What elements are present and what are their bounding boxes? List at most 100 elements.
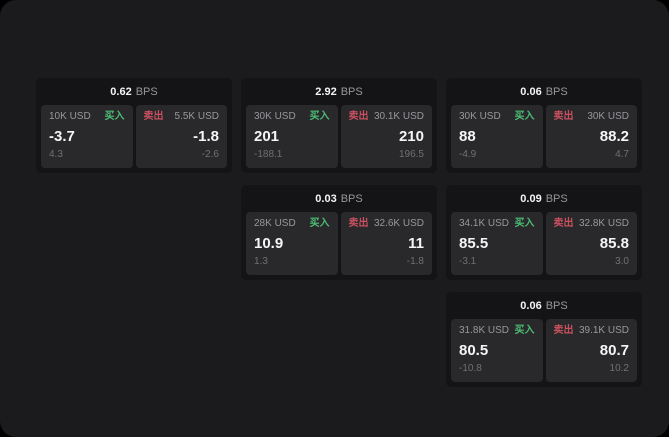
buy-price: 10.9 bbox=[254, 234, 284, 252]
sell-side-label[interactable]: 卖出 bbox=[553, 325, 574, 336]
quote-card-body: 30K USD 买入 88 -4.9 卖出 30K USD 88.2 4.7 bbox=[451, 105, 637, 168]
quote-card[interactable]: 0.03 BPS 28K USD 买入 10.9 1.3 卖出 32.6K US… bbox=[241, 185, 437, 280]
sell-side-label[interactable]: 卖出 bbox=[143, 111, 164, 122]
quote-card-body: 28K USD 买入 10.9 1.3 卖出 32.6K USD 11 -1.8 bbox=[246, 212, 432, 275]
buy-amount: 31.8K USD bbox=[459, 325, 510, 336]
quote-card[interactable]: 0.06 BPS 31.8K USD 买入 80.5 -10.8 卖出 39.1… bbox=[446, 292, 642, 387]
buy-side-label[interactable]: 买入 bbox=[514, 111, 535, 122]
bps-value: 0.03 bbox=[315, 192, 337, 205]
sell-panel[interactable]: 卖出 5.5K USD -1.8 -2.6 bbox=[135, 105, 227, 168]
sell-side-label[interactable]: 卖出 bbox=[553, 111, 574, 122]
sell-price: 80.7 bbox=[599, 341, 629, 359]
sell-side-label[interactable]: 卖出 bbox=[348, 111, 369, 122]
bps-value: 0.06 bbox=[520, 299, 542, 312]
buy-side-label[interactable]: 买入 bbox=[514, 218, 535, 229]
card-grid: 0.62 BPS 10K USD 买入 -3.7 4.3 卖出 5.5K USD… bbox=[36, 78, 642, 387]
sell-amount: 5.5K USD bbox=[174, 111, 219, 122]
buy-delta: -10.8 bbox=[459, 363, 482, 374]
sell-amount: 30K USD bbox=[587, 111, 629, 122]
buy-price: 201 bbox=[254, 127, 280, 145]
sell-delta: 196.5 bbox=[398, 149, 424, 160]
buy-panel[interactable]: 31.8K USD 买入 80.5 -10.8 bbox=[451, 319, 543, 382]
sell-delta: -1.8 bbox=[406, 256, 424, 267]
bps-unit-label: BPS bbox=[135, 85, 158, 98]
sell-price: 11 bbox=[408, 234, 424, 252]
sell-panel[interactable]: 卖出 30.1K USD 210 196.5 bbox=[340, 105, 432, 168]
buy-panel[interactable]: 28K USD 买入 10.9 1.3 bbox=[246, 212, 338, 275]
sell-panel[interactable]: 卖出 30K USD 88.2 4.7 bbox=[545, 105, 637, 168]
bps-header: 0.06 BPS bbox=[446, 292, 642, 319]
bps-value: 0.62 bbox=[110, 85, 132, 98]
buy-panel[interactable]: 34.1K USD 买入 85.5 -3.1 bbox=[451, 212, 543, 275]
bps-header: 0.62 BPS bbox=[36, 78, 232, 105]
sell-side-label[interactable]: 卖出 bbox=[553, 218, 574, 229]
sell-panel[interactable]: 卖出 39.1K USD 80.7 10.2 bbox=[545, 319, 637, 382]
buy-amount: 30K USD bbox=[459, 111, 501, 122]
buy-amount: 34.1K USD bbox=[459, 218, 510, 229]
sell-label-row: 卖出 32.8K USD bbox=[554, 218, 630, 230]
sell-side-label[interactable]: 卖出 bbox=[348, 218, 369, 229]
sell-delta: 10.2 bbox=[609, 363, 629, 374]
sell-price: 210 bbox=[398, 127, 424, 145]
buy-label-row: 10K USD 买入 bbox=[49, 111, 125, 123]
sell-amount: 30.1K USD bbox=[373, 111, 424, 122]
bps-header: 0.03 BPS bbox=[241, 185, 437, 212]
buy-amount: 10K USD bbox=[49, 111, 91, 122]
buy-side-label[interactable]: 买入 bbox=[514, 325, 535, 336]
sell-label-row: 卖出 30K USD bbox=[554, 111, 630, 123]
buy-price: 80.5 bbox=[459, 341, 489, 359]
buy-panel[interactable]: 30K USD 买入 201 -188.1 bbox=[246, 105, 338, 168]
buy-label-row: 30K USD 买入 bbox=[459, 111, 535, 123]
buy-side-label[interactable]: 买入 bbox=[309, 111, 330, 122]
bps-unit-label: BPS bbox=[545, 192, 568, 205]
buy-delta: 4.3 bbox=[49, 149, 63, 160]
buy-side-label[interactable]: 买入 bbox=[309, 218, 330, 229]
buy-price: -3.7 bbox=[49, 127, 75, 145]
quote-card-body: 34.1K USD 买入 85.5 -3.1 卖出 32.8K USD 85.8… bbox=[451, 212, 637, 275]
bps-unit-label: BPS bbox=[340, 85, 363, 98]
sell-panel[interactable]: 卖出 32.6K USD 11 -1.8 bbox=[340, 212, 432, 275]
sell-delta: -2.6 bbox=[201, 149, 219, 160]
buy-panel[interactable]: 30K USD 买入 88 -4.9 bbox=[451, 105, 543, 168]
buy-side-label[interactable]: 买入 bbox=[104, 111, 125, 122]
quote-card[interactable]: 2.92 BPS 30K USD 买入 201 -188.1 卖出 30.1K … bbox=[241, 78, 437, 173]
sell-label-row: 卖出 39.1K USD bbox=[554, 325, 630, 337]
bps-header: 0.06 BPS bbox=[446, 78, 642, 105]
buy-amount: 28K USD bbox=[254, 218, 296, 229]
bps-unit-label: BPS bbox=[545, 85, 568, 98]
buy-label-row: 28K USD 买入 bbox=[254, 218, 330, 230]
quote-card[interactable]: 0.06 BPS 30K USD 买入 88 -4.9 卖出 30K USD 8… bbox=[446, 78, 642, 173]
buy-price: 88 bbox=[459, 127, 476, 145]
sell-label-row: 卖出 32.6K USD bbox=[349, 218, 425, 230]
buy-amount: 30K USD bbox=[254, 111, 296, 122]
buy-label-row: 31.8K USD 买入 bbox=[459, 325, 535, 337]
quote-card[interactable]: 0.62 BPS 10K USD 买入 -3.7 4.3 卖出 5.5K USD… bbox=[36, 78, 232, 173]
sell-price: 85.8 bbox=[599, 234, 629, 252]
buy-delta: -4.9 bbox=[459, 149, 477, 160]
bps-unit-label: BPS bbox=[545, 299, 568, 312]
buy-panel[interactable]: 10K USD 买入 -3.7 4.3 bbox=[41, 105, 133, 168]
bps-value: 2.92 bbox=[315, 85, 337, 98]
sell-price: -1.8 bbox=[193, 127, 219, 145]
buy-delta: 1.3 bbox=[254, 256, 268, 267]
buy-label-row: 30K USD 买入 bbox=[254, 111, 330, 123]
quote-card-body: 30K USD 买入 201 -188.1 卖出 30.1K USD 210 1… bbox=[246, 105, 432, 168]
buy-label-row: 34.1K USD 买入 bbox=[459, 218, 535, 230]
quote-card[interactable]: 0.09 BPS 34.1K USD 买入 85.5 -3.1 卖出 32.8K… bbox=[446, 185, 642, 280]
sell-amount: 32.6K USD bbox=[373, 218, 424, 229]
sell-label-row: 卖出 5.5K USD bbox=[144, 111, 220, 123]
sell-amount: 39.1K USD bbox=[578, 325, 629, 336]
sell-panel[interactable]: 卖出 32.8K USD 85.8 3.0 bbox=[545, 212, 637, 275]
buy-delta: -3.1 bbox=[459, 256, 477, 267]
quote-card-body: 10K USD 买入 -3.7 4.3 卖出 5.5K USD -1.8 -2.… bbox=[41, 105, 227, 168]
bps-unit-label: BPS bbox=[340, 192, 363, 205]
sell-price: 88.2 bbox=[599, 127, 629, 145]
quote-card-body: 31.8K USD 买入 80.5 -10.8 卖出 39.1K USD 80.… bbox=[451, 319, 637, 382]
bps-header: 0.09 BPS bbox=[446, 185, 642, 212]
sell-amount: 32.8K USD bbox=[578, 218, 629, 229]
buy-delta: -188.1 bbox=[254, 149, 283, 160]
sell-delta: 4.7 bbox=[615, 149, 629, 160]
buy-price: 85.5 bbox=[459, 234, 489, 252]
bps-value: 0.06 bbox=[520, 85, 542, 98]
sell-delta: 3.0 bbox=[615, 256, 629, 267]
